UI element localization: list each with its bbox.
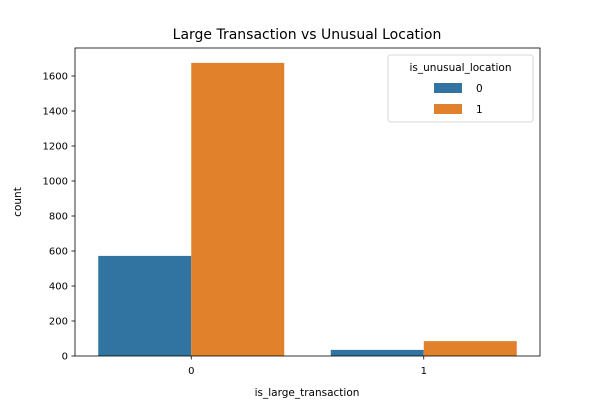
legend-label-0: 0 — [476, 83, 483, 95]
y-tick-label: 1200 — [43, 142, 68, 153]
legend: is_unusual_location 0 1 — [387, 54, 534, 123]
y-tick-label: 800 — [49, 212, 68, 223]
bar-0-1 — [191, 62, 285, 356]
x-axis-label: is_large_transaction — [255, 387, 360, 399]
y-axis-label: count — [12, 187, 24, 217]
y-tick-label: 600 — [49, 247, 68, 258]
legend-label-1: 1 — [476, 104, 483, 116]
y-tick-label: 0 — [62, 352, 68, 363]
chart-title: Large Transaction vs Unusual Location — [173, 27, 442, 43]
legend-swatch-1 — [434, 104, 462, 114]
legend-swatch-0 — [434, 83, 462, 93]
x-tick-label: 0 — [188, 366, 194, 377]
plot-area — [98, 62, 517, 356]
y-axis: 0 200 400 600 800 1000 1200 1400 1600 — [43, 72, 75, 363]
plot-frame — [74, 47, 541, 357]
y-tick-label: 1600 — [43, 72, 68, 83]
y-tick-label: 200 — [49, 317, 68, 328]
bar-1-0 — [330, 349, 424, 356]
bar-1-1 — [423, 341, 517, 356]
y-tick-label: 400 — [49, 282, 68, 293]
bar-0-0 — [98, 255, 192, 356]
y-tick-label: 1400 — [43, 107, 68, 118]
y-tick-label: 1000 — [43, 177, 68, 188]
x-tick-label: 1 — [421, 366, 427, 377]
legend-title: is_unusual_location — [410, 62, 512, 74]
